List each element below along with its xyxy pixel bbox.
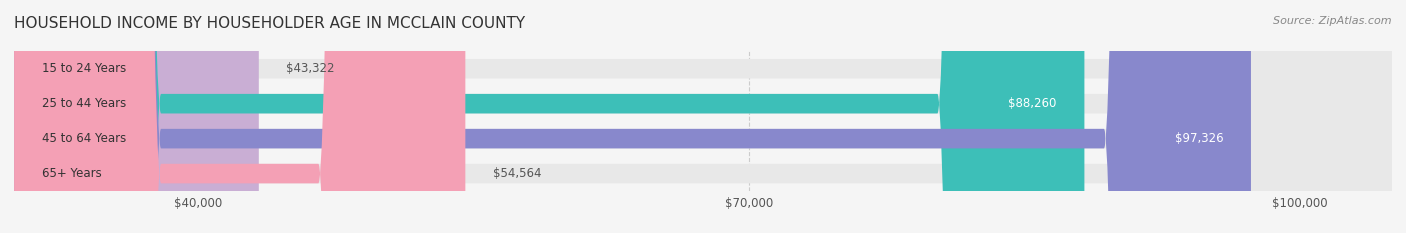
Text: 65+ Years: 65+ Years — [42, 167, 101, 180]
Text: 25 to 44 Years: 25 to 44 Years — [42, 97, 127, 110]
FancyBboxPatch shape — [14, 0, 1392, 233]
Text: 45 to 64 Years: 45 to 64 Years — [42, 132, 127, 145]
Text: HOUSEHOLD INCOME BY HOUSEHOLDER AGE IN MCCLAIN COUNTY: HOUSEHOLD INCOME BY HOUSEHOLDER AGE IN M… — [14, 16, 526, 31]
Text: Source: ZipAtlas.com: Source: ZipAtlas.com — [1274, 16, 1392, 26]
Text: $97,326: $97,326 — [1175, 132, 1223, 145]
Text: 15 to 24 Years: 15 to 24 Years — [42, 62, 127, 75]
FancyBboxPatch shape — [14, 0, 1392, 233]
FancyBboxPatch shape — [14, 0, 1392, 233]
Text: $88,260: $88,260 — [1008, 97, 1057, 110]
Text: $54,564: $54,564 — [494, 167, 541, 180]
FancyBboxPatch shape — [14, 0, 1251, 233]
Text: $43,322: $43,322 — [287, 62, 335, 75]
FancyBboxPatch shape — [14, 0, 259, 233]
FancyBboxPatch shape — [14, 0, 1084, 233]
FancyBboxPatch shape — [14, 0, 1392, 233]
FancyBboxPatch shape — [14, 0, 465, 233]
